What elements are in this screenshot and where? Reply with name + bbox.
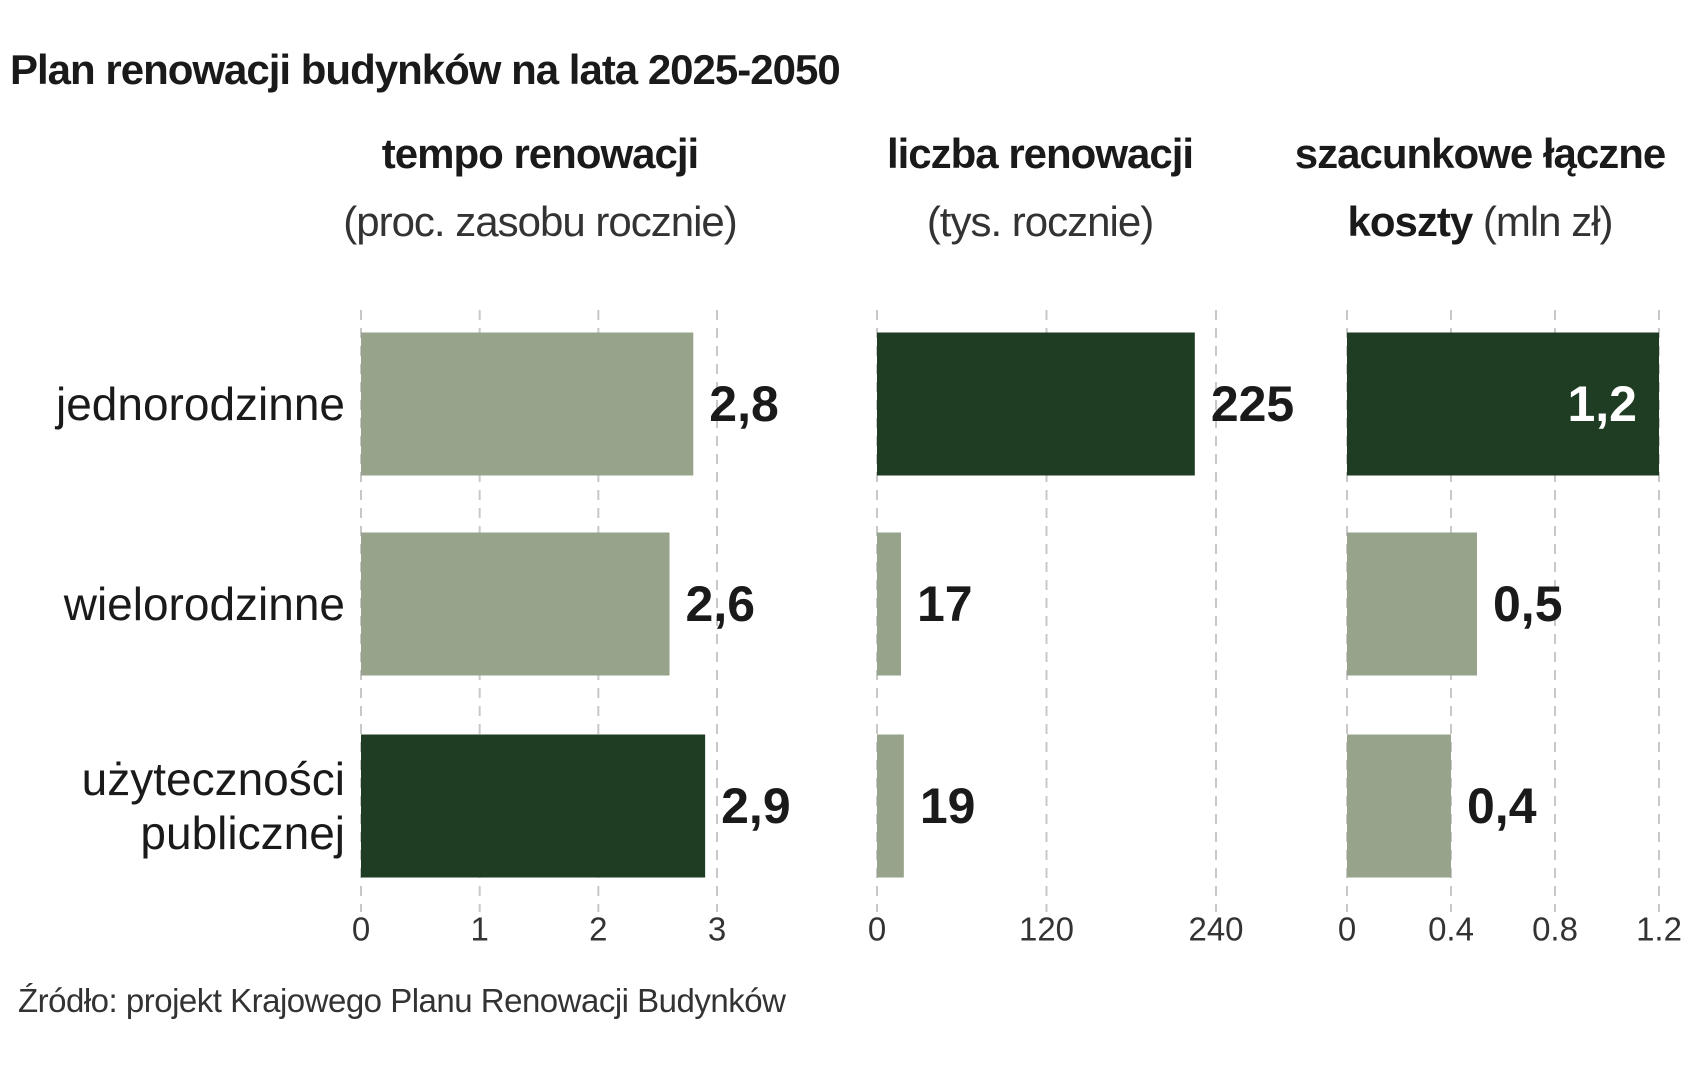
- x-tick-label: 0.8: [1532, 911, 1578, 948]
- value-label: 1,2: [1567, 376, 1637, 432]
- x-tick-label: 0: [352, 911, 370, 948]
- x-tick-label: 0.4: [1428, 911, 1474, 948]
- x-tick-label: 3: [708, 911, 726, 948]
- bar: [1347, 734, 1451, 878]
- bar: [877, 332, 1195, 476]
- value-label: 2,6: [686, 576, 756, 632]
- bar: [877, 734, 904, 878]
- panel-header: szacunkowe łączne koszty (mln zł): [1250, 120, 1703, 256]
- bar: [361, 332, 694, 476]
- bar: [1347, 332, 1659, 476]
- value-label: 2,8: [709, 376, 779, 432]
- x-tick-label: 0: [1338, 911, 1356, 948]
- x-tick-label: 1: [470, 911, 488, 948]
- bar: [361, 734, 706, 878]
- x-tick-label: 1.2: [1636, 911, 1682, 948]
- panel-title: tempo renowacji: [381, 130, 699, 177]
- category-label: jednorodzinne: [55, 378, 345, 430]
- source: Źródło: projekt Krajowego Planu Renowacj…: [18, 982, 786, 1019]
- value-label: 0,5: [1493, 576, 1563, 632]
- x-tick-label: 2: [589, 911, 607, 948]
- category-label: użyteczności publicznej: [81, 753, 345, 859]
- title: Plan renowacji budynków na lata 2025-205…: [10, 46, 841, 93]
- value-label: 0,4: [1467, 778, 1537, 834]
- value-label: 17: [917, 576, 973, 632]
- x-tick-label: 240: [1188, 911, 1243, 948]
- panel-subtitle: (mln zł): [1482, 198, 1614, 245]
- bar: [1347, 532, 1477, 676]
- value-label: 2,9: [721, 778, 791, 834]
- panel-title: liczba renowacji: [886, 130, 1194, 177]
- panel-header: tempo renowacji (proc. zasobu rocznie): [270, 120, 810, 256]
- x-tick-label: 120: [1019, 911, 1074, 948]
- panel-header: liczba renowacji (tys. rocznie): [840, 120, 1240, 256]
- value-label: 225: [1211, 376, 1294, 432]
- panel-subtitle: (proc. zasobu rocznie): [343, 198, 738, 245]
- category-label: wielorodzinne: [63, 578, 345, 630]
- bar: [361, 532, 670, 676]
- bar: [877, 532, 902, 676]
- x-tick-label: 0: [868, 911, 886, 948]
- panel-title: szacunkowe łączne koszty: [1294, 130, 1666, 245]
- value-label: 19: [920, 778, 976, 834]
- panel-subtitle: (tys. rocznie): [926, 198, 1154, 245]
